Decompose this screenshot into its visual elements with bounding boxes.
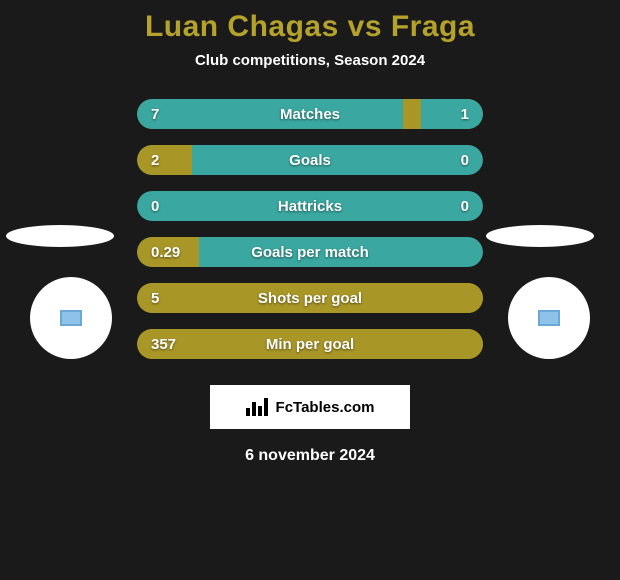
stat-value-right: 0 bbox=[461, 198, 469, 215]
stat-rows: 7Matches12Goals00Hattricks00.29Goals per… bbox=[137, 99, 483, 375]
player-badge-right bbox=[508, 277, 590, 359]
stat-row: 5Shots per goal bbox=[137, 283, 483, 313]
stat-row: 0Hattricks0 bbox=[137, 191, 483, 221]
stat-label: Hattricks bbox=[137, 198, 483, 215]
stat-row: 0.29Goals per match bbox=[137, 237, 483, 267]
flag-icon bbox=[538, 310, 560, 326]
bars-icon bbox=[246, 398, 270, 416]
flag-icon bbox=[60, 310, 82, 326]
page-subtitle: Club competitions, Season 2024 bbox=[195, 52, 425, 69]
footer-date: 6 november 2024 bbox=[245, 447, 375, 465]
stat-row: 357Min per goal bbox=[137, 329, 483, 359]
stat-row: 2Goals0 bbox=[137, 145, 483, 175]
stat-label: Matches bbox=[137, 106, 483, 123]
stat-value-right: 1 bbox=[461, 106, 469, 123]
infographic-container: Luan Chagas vs Fraga Club competitions, … bbox=[0, 0, 620, 465]
decor-ellipse-right bbox=[486, 225, 594, 247]
decor-ellipse-left bbox=[6, 225, 114, 247]
stat-value-right: 0 bbox=[461, 152, 469, 169]
page-title: Luan Chagas vs Fraga bbox=[145, 10, 475, 44]
stat-label: Goals per match bbox=[137, 244, 483, 261]
branding-badge: FcTables.com bbox=[210, 385, 410, 429]
stat-label: Goals bbox=[137, 152, 483, 169]
branding-text: FcTables.com bbox=[276, 399, 375, 416]
stats-area: 7Matches12Goals00Hattricks00.29Goals per… bbox=[0, 99, 620, 465]
player-badge-left bbox=[30, 277, 112, 359]
stat-label: Min per goal bbox=[137, 336, 483, 353]
stat-label: Shots per goal bbox=[137, 290, 483, 307]
stat-row: 7Matches1 bbox=[137, 99, 483, 129]
